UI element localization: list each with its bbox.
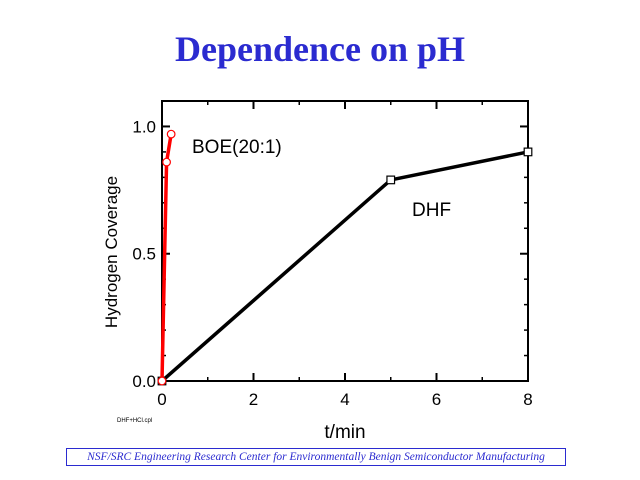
annotation-boe: BOE(20:1): [192, 137, 282, 158]
data-point-boe-20-1: [157, 376, 167, 386]
x-tick-label: 4: [340, 390, 349, 409]
series-layer: [157, 129, 533, 386]
data-point-dhf: [523, 147, 533, 157]
slide-title: Dependence on pH: [174, 29, 466, 69]
y-tick-label: 0.0: [132, 372, 156, 391]
footer-banner: NSF/SRC Engineering Research Center for …: [66, 448, 566, 466]
x-tick-label: 8: [523, 390, 532, 409]
y-tick-label: 1.0: [132, 117, 156, 136]
axis-labels: t/min Hydrogen Coverage BOE(20:1) DHF: [102, 137, 451, 443]
data-point-boe-20-1: [166, 129, 176, 139]
annotation-dhf: DHF: [412, 200, 451, 221]
x-tick-label: 6: [432, 390, 441, 409]
series-line-boe-20-1: [160, 133, 173, 382]
y-tick-label: 0.5: [132, 245, 156, 264]
x-axis-label: t/min: [324, 422, 365, 443]
series-line-dhf: [160, 150, 529, 383]
data-point-boe-20-1: [162, 157, 171, 167]
file-tag: DHF+HCl.cpl: [117, 418, 153, 424]
data-point-dhf: [386, 175, 396, 185]
y-axis-label: Hydrogen Coverage: [102, 176, 121, 328]
x-tick-label: 0: [157, 390, 166, 409]
x-tick-label: 2: [249, 390, 258, 409]
